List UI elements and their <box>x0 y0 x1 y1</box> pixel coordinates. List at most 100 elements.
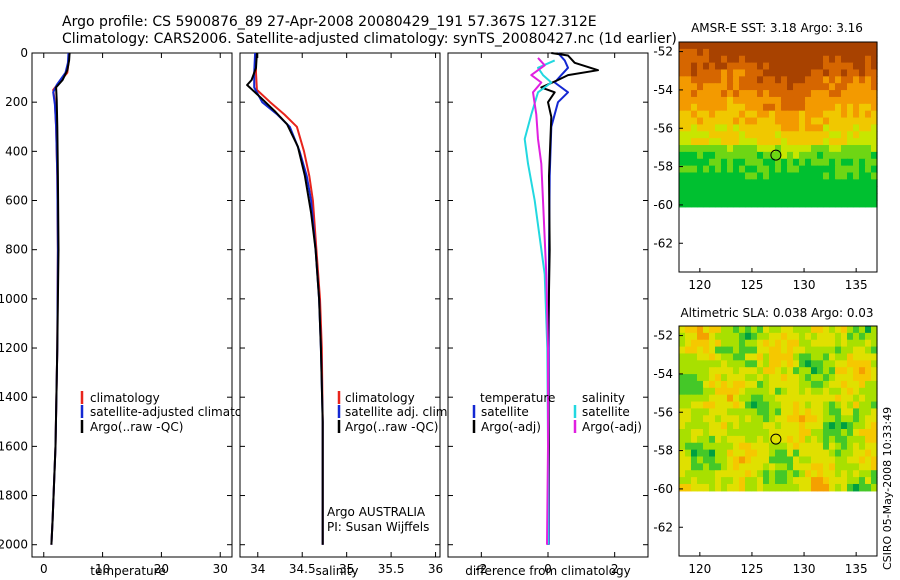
map-cell <box>775 186 782 194</box>
map-cell <box>829 463 836 471</box>
map-cell <box>847 408 854 416</box>
map-cell <box>703 422 710 430</box>
map-cell <box>775 48 782 57</box>
map-cell <box>853 83 860 91</box>
map-cell <box>865 332 872 341</box>
map-cell <box>769 117 776 126</box>
map-cell <box>823 90 830 98</box>
map-cell <box>733 138 740 146</box>
map-cell <box>853 401 860 410</box>
map-cell <box>739 83 746 91</box>
map-cell <box>721 165 728 174</box>
map-cell <box>775 346 782 355</box>
map-cell <box>763 380 770 389</box>
map-cell <box>733 477 740 485</box>
map-cell <box>781 76 788 84</box>
map-cell <box>853 470 860 478</box>
map-cell <box>841 179 848 187</box>
map-cell <box>679 339 686 348</box>
map-cell <box>739 165 746 174</box>
map-cell <box>685 470 692 478</box>
map-cell <box>769 477 776 485</box>
map-cell <box>871 483 878 492</box>
map-cell <box>835 172 842 180</box>
map-cell <box>841 380 848 389</box>
map-cell <box>781 367 788 375</box>
map-cell <box>841 463 848 471</box>
map-cell <box>685 172 692 180</box>
map-cell <box>847 442 854 451</box>
map-cell <box>697 83 704 91</box>
map-cell <box>685 62 692 71</box>
map-cell <box>751 165 758 174</box>
series-line-argo-raw-qc <box>50 52 71 545</box>
map-cell <box>859 103 866 112</box>
map-cell <box>805 179 812 187</box>
map-cell <box>715 96 722 105</box>
map-cell <box>871 429 878 437</box>
map-cell <box>793 158 800 167</box>
map-cell <box>763 96 770 105</box>
map-cell <box>679 138 686 146</box>
map-cell <box>691 55 698 64</box>
map-cell <box>739 394 746 403</box>
map-cell <box>805 326 812 334</box>
map-cell <box>847 394 854 403</box>
map-cell <box>709 422 716 430</box>
map-cell <box>763 346 770 355</box>
map-cell <box>733 401 740 410</box>
map-cell <box>847 110 854 119</box>
map-cell <box>679 449 686 458</box>
map-cell <box>769 131 776 139</box>
map-cell <box>823 193 830 201</box>
map-cell <box>865 42 872 50</box>
map-cell <box>775 483 782 492</box>
map-cell <box>733 76 740 84</box>
map-cell <box>685 477 692 485</box>
map-cell <box>859 110 866 119</box>
map-cell <box>829 374 836 382</box>
map-cell <box>865 124 872 132</box>
map-cell <box>703 90 710 98</box>
map-cell <box>823 463 830 471</box>
map-cell <box>871 415 878 423</box>
map-cell <box>781 145 788 153</box>
map-cell <box>781 332 788 341</box>
map-cell <box>775 145 782 153</box>
map-cell <box>805 442 812 451</box>
map-cell <box>733 103 740 112</box>
map-cell <box>715 151 722 160</box>
map-cell <box>859 172 866 180</box>
map-cell <box>853 90 860 98</box>
map-cell <box>757 69 764 77</box>
map-cell <box>703 429 710 437</box>
map-cell <box>727 199 734 208</box>
map-cell <box>871 380 878 389</box>
map-cell <box>721 48 728 57</box>
map-cell <box>685 138 692 146</box>
map-cell <box>703 103 710 112</box>
map-cell <box>781 110 788 119</box>
map-cell <box>739 346 746 355</box>
map-cell <box>781 380 788 389</box>
map-cell <box>763 186 770 194</box>
map-cell <box>721 186 728 194</box>
map-cell <box>811 62 818 71</box>
map-cell <box>739 48 746 57</box>
map-cell <box>799 463 806 471</box>
map-cell <box>871 96 878 105</box>
map-cell <box>823 69 830 77</box>
map-cell <box>685 124 692 132</box>
map-cell <box>709 380 716 389</box>
map-cell <box>769 326 776 334</box>
map-cell <box>787 62 794 71</box>
map-cell <box>721 422 728 430</box>
map-cell <box>805 199 812 208</box>
map-cell <box>859 435 866 444</box>
map-cell <box>715 62 722 71</box>
map-cell <box>811 42 818 50</box>
map-cell <box>805 429 812 437</box>
map-cell <box>715 470 722 478</box>
map-cell <box>823 138 830 146</box>
map-cell <box>685 442 692 451</box>
